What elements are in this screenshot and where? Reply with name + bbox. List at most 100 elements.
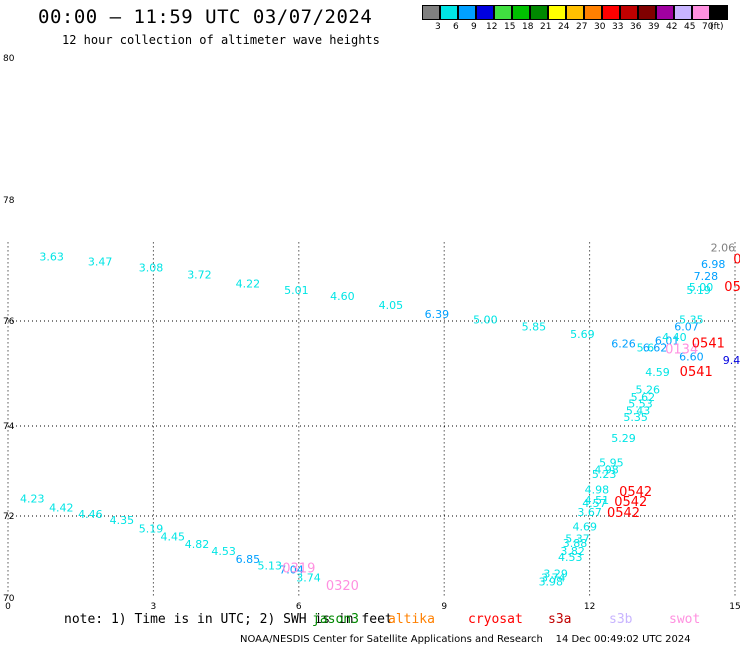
wave-height-label: 6.01: [655, 335, 680, 348]
wave-height-label: 4.82: [185, 538, 210, 551]
legend-swatch: [692, 5, 710, 20]
wave-height-label: 4.98: [585, 484, 610, 497]
legend-label: 6: [453, 22, 459, 32]
wave-height-label: 9.43: [723, 354, 740, 367]
satellite-name: s3a: [548, 612, 572, 627]
wave-height-label: 5.19: [139, 522, 164, 535]
wave-height-label: 5.13: [257, 559, 282, 572]
wave-height-label: 2.06: [711, 241, 736, 254]
wave-height-label: 4.53: [211, 545, 236, 558]
legend-swatch: [422, 5, 440, 20]
legend-label: 12: [486, 22, 498, 32]
x-tick-label: 0: [5, 602, 11, 612]
wave-height-label: 5.29: [611, 432, 636, 445]
wave-height-label: 4.98: [594, 463, 619, 476]
legend-swatch: [566, 5, 584, 20]
wave-height-label: 3.74: [541, 572, 566, 585]
wave-height-label: 5.19: [686, 284, 711, 297]
wave-height-label: 4.51: [585, 494, 610, 507]
wave-height-label: 7.28: [694, 270, 719, 283]
legend-swatch: [458, 5, 476, 20]
wave-height-label: 3.47: [88, 255, 113, 268]
pass-time-label: 05: [724, 280, 740, 295]
y-tick-label: 72: [3, 512, 14, 522]
pass-time-label: 0542: [619, 485, 652, 500]
wave-height-label: 5.00: [473, 314, 498, 327]
wave-height-label: 4.45: [161, 531, 186, 544]
legend-label: 21: [540, 22, 552, 32]
legend-label: 18: [522, 22, 534, 32]
wave-height-label: 4.35: [110, 514, 135, 527]
legend-swatch: [584, 5, 602, 20]
legend-swatch: [476, 5, 494, 20]
legend-swatch: [602, 5, 620, 20]
wave-height-label: 4.22: [236, 278, 261, 291]
x-tick-label: 6: [296, 602, 302, 612]
legend-label: 42: [666, 22, 678, 32]
legend-swatch: [710, 5, 728, 20]
legend-swatch: [638, 5, 656, 20]
legend-swatch: [494, 5, 512, 20]
legend-label: 33: [612, 22, 624, 32]
legend-swatch: [512, 5, 530, 20]
satellite-name: jason3: [312, 612, 359, 627]
legend-label: 36: [630, 22, 642, 32]
legend-swatch: [530, 5, 548, 20]
map-subtitle: 12 hour collection of altimeter wave hei…: [62, 33, 380, 47]
legend-swatch: [548, 5, 566, 20]
wave-height-label: 5.37: [565, 533, 590, 546]
legend-swatch: [440, 5, 458, 20]
pass-time-label: 0541: [680, 365, 713, 380]
wave-height-label: 5.23: [592, 468, 617, 481]
wave-height-label: 4.53: [558, 551, 583, 564]
x-tick-label: 9: [441, 602, 447, 612]
y-tick-label: 78: [3, 196, 15, 206]
wave-height-label: 5.85: [522, 320, 547, 333]
wave-height-label: 4.05: [379, 299, 404, 312]
wave-height-label: 4.57: [582, 497, 607, 510]
satellite-name: s3b: [609, 612, 633, 627]
wave-height-label: 3.82: [560, 545, 585, 558]
wave-height-label: 4.40: [662, 331, 687, 344]
legend-label: 3: [435, 22, 441, 32]
wave-height-label: 3.98: [539, 576, 564, 589]
legend-swatch: [674, 5, 692, 20]
wave-height-label: 3.72: [187, 269, 212, 282]
legend-label: 15: [504, 22, 516, 32]
wave-height-label: 6.85: [236, 553, 261, 566]
wave-height-label: 5.69: [570, 328, 595, 341]
pass-time-label: 0: [733, 253, 740, 268]
x-tick-label: 15: [729, 602, 740, 612]
wave-height-label: 4.69: [573, 520, 598, 533]
wave-height-label: 6.98: [701, 258, 726, 271]
legend-label: 9: [471, 22, 477, 32]
wave-height-label: 4.42: [49, 502, 74, 515]
wave-height-label: 5.53: [628, 398, 653, 411]
wave-height-label: 3.74: [296, 572, 321, 585]
pass-time-label: 0319: [282, 562, 315, 577]
wave-height-label: 5.6: [637, 341, 655, 354]
legend-label: 27: [576, 22, 588, 32]
y-tick-label: 74: [3, 422, 15, 432]
pass-time-label: 0541: [692, 336, 725, 351]
satellite-name: swot: [669, 612, 701, 627]
legend-label: 30: [594, 22, 606, 32]
wave-height-label: 5.00: [689, 281, 714, 294]
legend-unit: (ft): [710, 22, 724, 32]
pass-time-label: 0542: [614, 495, 647, 510]
x-tick-label: 12: [584, 602, 595, 612]
wave-height-label: 7.04: [279, 563, 304, 576]
y-tick-label: 80: [3, 54, 15, 64]
legend-label: 24: [558, 22, 570, 32]
y-tick-label: 70: [3, 594, 15, 604]
footer-credit: NOAA/NESDIS Center for Satellite Applica…: [240, 634, 691, 645]
wave-height-label: 6.39: [425, 308, 450, 321]
legend-swatch: [620, 5, 638, 20]
legend-label: 39: [648, 22, 660, 32]
legend-label: 70: [702, 22, 714, 32]
wave-height-label: 3.63: [39, 251, 64, 264]
wave-height-label: 4.60: [330, 290, 355, 303]
satellite-name: altika: [388, 612, 435, 627]
footer-timestamp: 14 Dec 00:49:02 UTC 2024: [555, 634, 691, 645]
